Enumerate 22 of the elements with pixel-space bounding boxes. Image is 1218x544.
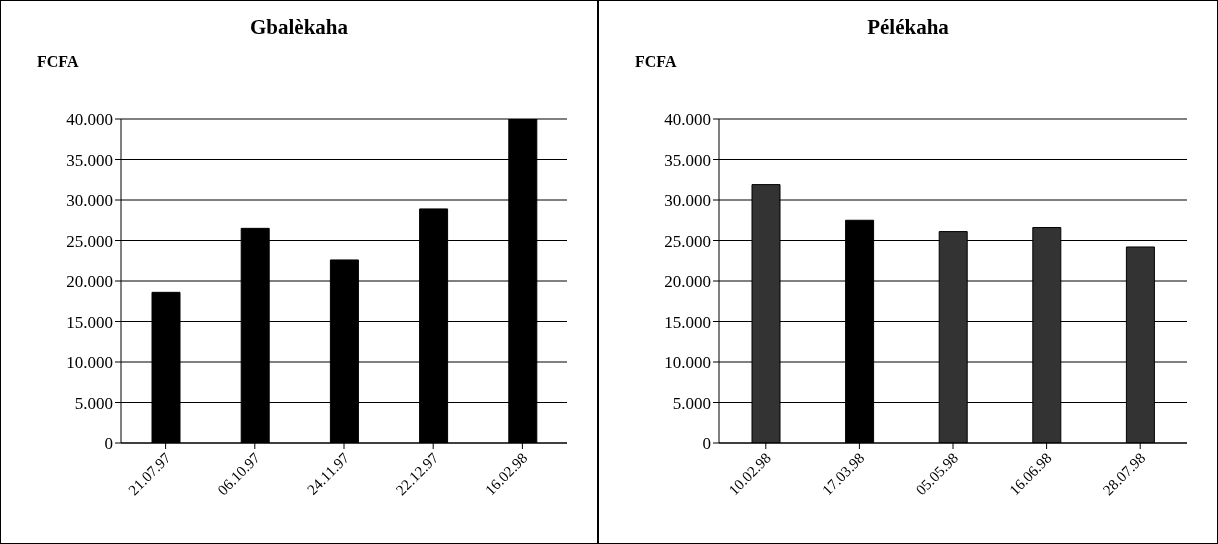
y-axis-title: FCFA (37, 53, 79, 71)
y-tick-label: 30.000 (664, 191, 711, 211)
y-tick-label: 30.000 (66, 191, 113, 211)
y-tick-label: 5.000 (672, 393, 711, 413)
y-tick-label: 20.000 (66, 272, 113, 292)
y-tick-label: 40.000 (66, 110, 113, 130)
y-tick-label: 5.000 (74, 393, 113, 413)
y-tick-label: 10.000 (664, 353, 711, 373)
y-tick-label: 25.000 (66, 231, 113, 251)
y-tick-label: 0 (702, 434, 711, 454)
y-tick-label: 35.000 (66, 150, 113, 170)
y-tick-label: 20.000 (664, 272, 711, 292)
chart-title: Gbalèkaha (249, 15, 349, 40)
y-tick-label: 40.000 (664, 110, 711, 130)
y-tick-label: 15.000 (66, 312, 113, 332)
y-tick-label: 35.000 (664, 150, 711, 170)
chart-title: Pélékaha (866, 15, 950, 40)
y-tick-label: 15.000 (664, 312, 711, 332)
y-tick-label: 25.000 (664, 231, 711, 251)
y-axis-title: FCFA (635, 53, 677, 71)
y-tick-label: 10.000 (66, 353, 113, 373)
y-tick-label: 0 (104, 434, 113, 454)
